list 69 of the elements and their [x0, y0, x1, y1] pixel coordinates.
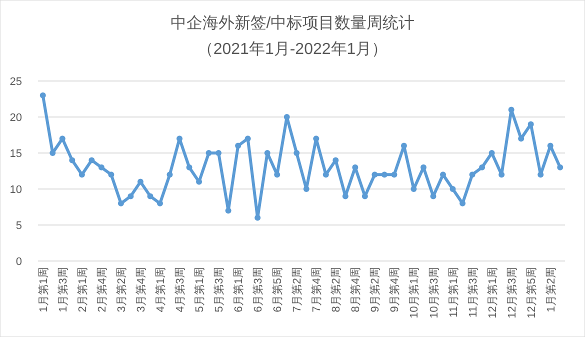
point	[557, 164, 564, 170]
x-tick-label: 12月第5周	[526, 267, 538, 318]
x-tick-label: 4月第3周	[174, 267, 187, 312]
point	[235, 142, 242, 149]
y-tick-label: 15	[10, 148, 22, 160]
point	[118, 200, 124, 206]
x-tick-label: 7月第2周	[292, 267, 304, 312]
x-tick-label: 11月第3周	[467, 267, 480, 318]
x-tick-label: 1月第2周	[545, 267, 558, 312]
point	[274, 172, 280, 178]
point	[254, 214, 261, 221]
point	[294, 150, 300, 156]
x-tick-label: 3月第2周	[116, 267, 128, 312]
point	[303, 186, 310, 192]
x-tick-label: 2月第4周	[96, 267, 108, 312]
point	[186, 164, 192, 170]
point	[469, 172, 476, 178]
x-tick-label: 1月第3周	[57, 267, 70, 312]
x-tick-label: 8月第4周	[350, 267, 362, 312]
point	[166, 172, 173, 178]
x-tick-label: 5月第1周	[194, 267, 206, 312]
x-tick-label: 6月第1周	[233, 267, 246, 312]
y-tick-label: 25	[10, 76, 22, 88]
x-tick-label: 10月第3周	[428, 267, 440, 318]
point	[50, 150, 56, 156]
point	[284, 114, 290, 120]
x-tick-label: 6月第5周	[272, 267, 284, 312]
point	[391, 172, 398, 178]
x-tick-label: 11月第1周	[448, 267, 460, 318]
x-tick-label: 10月第1周	[408, 267, 421, 318]
point	[381, 172, 388, 178]
x-tick-label: 7月第4周	[311, 267, 324, 312]
point	[225, 208, 232, 214]
chart-title: 中企海外新签/中标项目数量周统计	[170, 14, 415, 32]
point	[264, 150, 270, 156]
point	[156, 200, 163, 206]
chart-subtitle: （2021年1月-2022年1月）	[197, 41, 388, 58]
point	[216, 150, 222, 156]
point	[410, 186, 417, 192]
point	[137, 178, 144, 185]
x-tick-label: 3月第4周	[135, 267, 148, 312]
point	[450, 186, 456, 192]
x-tick-label: 4月第1周	[154, 267, 167, 312]
point	[98, 164, 104, 170]
point	[147, 193, 154, 200]
x-tick-label: 9月第4周	[389, 267, 402, 312]
point	[206, 150, 212, 156]
y-tick-label: 10	[10, 184, 22, 196]
point	[128, 193, 134, 200]
x-tick-label: 5月第3周	[214, 267, 226, 312]
point	[40, 92, 46, 98]
point	[372, 172, 378, 178]
x-tick-label: 1月第1周	[38, 267, 50, 312]
point	[479, 164, 486, 170]
point	[88, 157, 95, 164]
x-tick-label: 12月第3周	[506, 267, 518, 318]
point	[69, 157, 76, 164]
x-tick-label: 6月第3周	[252, 267, 265, 312]
x-tick-label: 8月第2周	[330, 267, 343, 312]
point	[538, 172, 544, 178]
x-tick-label: 12月第1周	[486, 267, 499, 318]
point	[498, 172, 505, 178]
y-tick-label: 20	[10, 112, 22, 124]
y-tick-label: 0	[16, 256, 22, 268]
point	[78, 172, 85, 178]
x-tick-label: 2月第1周	[76, 267, 89, 312]
y-tick-label: 5	[16, 220, 22, 232]
x-tick-label: 9月第2周	[370, 267, 382, 312]
point	[108, 172, 114, 178]
